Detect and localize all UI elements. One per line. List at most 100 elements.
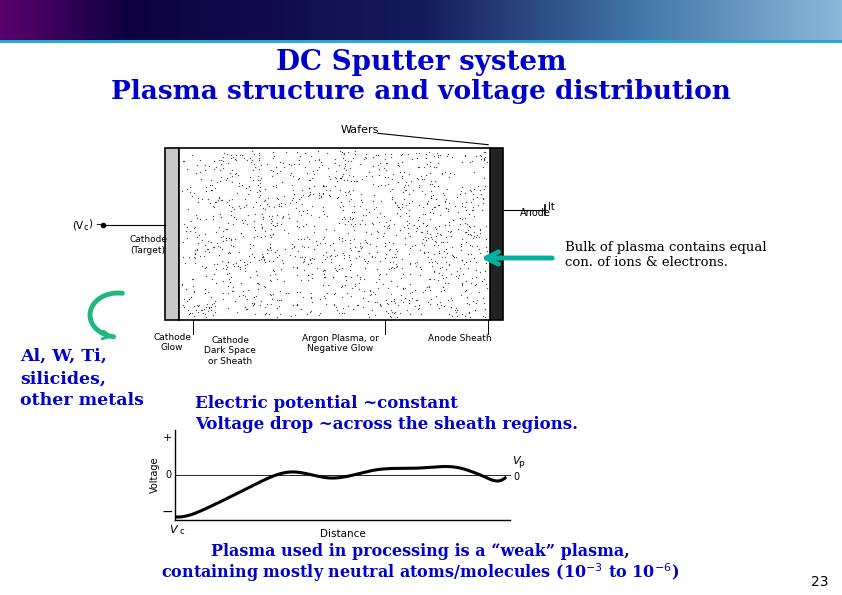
Point [321, 252, 334, 262]
Point [459, 258, 472, 267]
Point [429, 162, 443, 172]
Point [206, 202, 220, 211]
Point [338, 176, 351, 185]
Point [466, 242, 479, 251]
Point [232, 202, 245, 211]
Point [403, 259, 417, 269]
Point [372, 165, 386, 174]
Point [258, 257, 272, 267]
Point [435, 262, 449, 272]
Point [420, 199, 434, 209]
Point [395, 149, 408, 159]
Point [469, 258, 482, 267]
Point [263, 230, 276, 239]
Point [336, 303, 349, 312]
Point [210, 239, 223, 248]
Point [368, 311, 381, 320]
Point [463, 240, 477, 249]
Point [295, 275, 308, 284]
Point [370, 242, 383, 251]
Point [290, 262, 304, 272]
Point [374, 180, 387, 189]
Point [269, 162, 283, 171]
Point [228, 234, 242, 243]
Point [429, 291, 442, 300]
Point [228, 155, 242, 164]
Point [274, 167, 287, 176]
Point [428, 249, 441, 259]
Point [290, 175, 304, 184]
Point [189, 211, 203, 220]
Point [320, 289, 333, 298]
Point [473, 228, 487, 238]
Point [191, 238, 205, 248]
Point [180, 164, 194, 174]
Point [434, 300, 448, 309]
Point [353, 159, 366, 168]
Point [313, 309, 327, 318]
Text: Cathode
Dark Space
or Sheath: Cathode Dark Space or Sheath [204, 336, 256, 366]
Point [473, 249, 487, 258]
Point [248, 232, 261, 242]
Point [312, 212, 326, 221]
Point [395, 255, 408, 264]
Point [413, 162, 426, 171]
Point [402, 170, 416, 179]
Point [477, 147, 491, 156]
Point [439, 198, 452, 207]
Point [413, 262, 427, 271]
Point [409, 227, 423, 236]
Point [382, 220, 396, 230]
Point [363, 286, 376, 295]
Point [259, 308, 273, 318]
Point [344, 273, 358, 282]
Point [297, 254, 311, 264]
Point [207, 202, 221, 212]
Point [342, 250, 355, 259]
Point [199, 229, 212, 239]
Point [195, 306, 208, 315]
Point [410, 153, 424, 162]
Point [359, 235, 372, 245]
Point [333, 146, 347, 156]
Point [441, 295, 455, 304]
Point [409, 148, 423, 158]
Point [388, 219, 402, 228]
Point [206, 311, 220, 320]
Point [403, 243, 417, 253]
Point [294, 305, 307, 314]
Point [187, 287, 200, 297]
Point [301, 168, 314, 178]
Point [389, 262, 402, 272]
Point [233, 264, 247, 273]
Point [312, 188, 325, 198]
Point [245, 146, 258, 156]
Point [335, 281, 349, 290]
Point [260, 245, 274, 254]
Point [436, 237, 450, 246]
Point [441, 206, 455, 216]
Point [251, 175, 264, 184]
Point [221, 218, 234, 227]
Point [443, 227, 456, 237]
Point [346, 214, 360, 223]
Point [389, 259, 402, 268]
Point [478, 148, 492, 157]
Point [386, 195, 399, 204]
Point [283, 159, 296, 169]
Point [322, 174, 336, 183]
Point [440, 203, 453, 213]
Point [187, 188, 200, 198]
Point [363, 208, 376, 217]
Point [451, 224, 465, 234]
Point [424, 169, 437, 178]
Point [339, 271, 353, 281]
Point [256, 203, 269, 213]
Point [204, 180, 217, 190]
Point [400, 305, 413, 315]
Point [463, 185, 477, 195]
Point [360, 154, 373, 163]
Point [317, 270, 331, 279]
Point [341, 217, 354, 226]
Point [434, 229, 447, 239]
